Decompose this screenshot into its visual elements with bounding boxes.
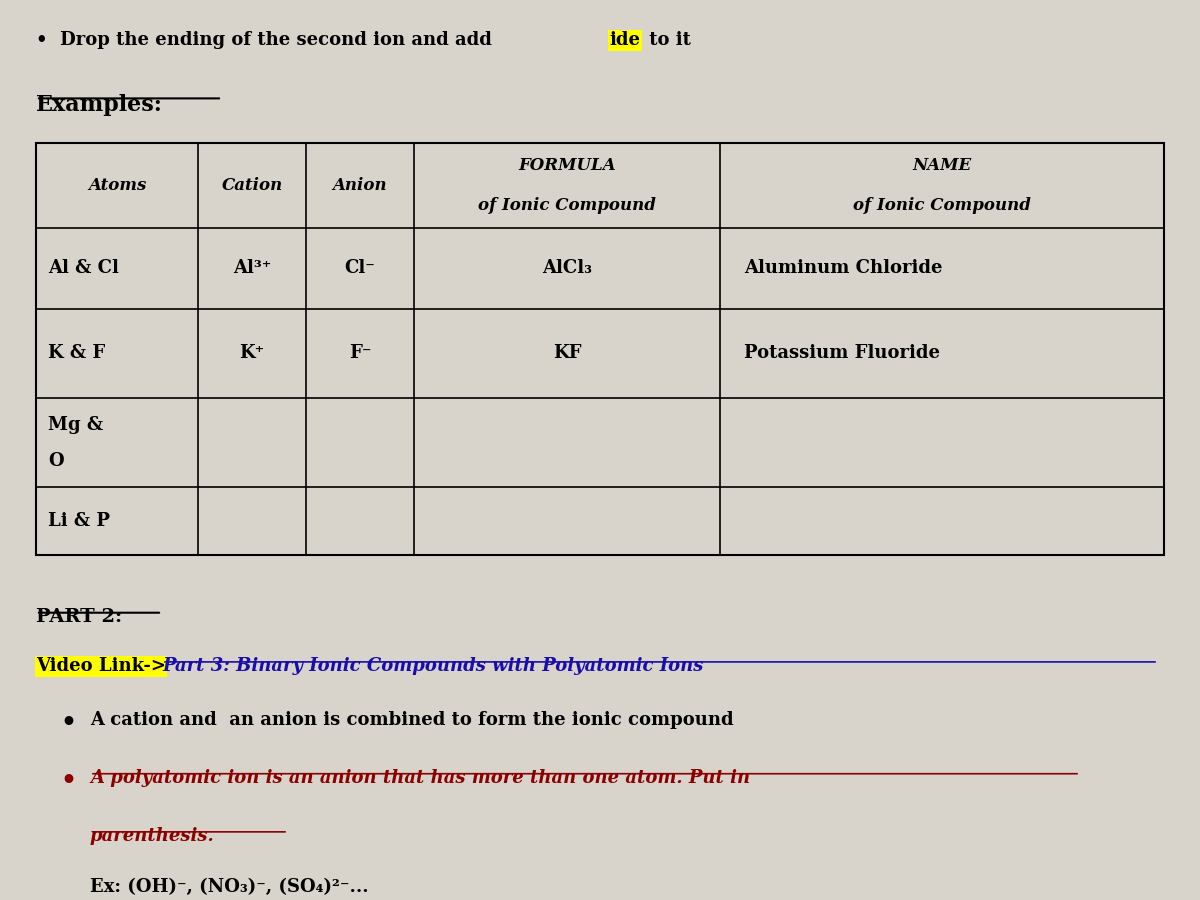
Text: K⁺: K⁺	[239, 345, 265, 363]
Text: Part 3: Binary Ionic Compounds with Polyatomic Ions: Part 3: Binary Ionic Compounds with Poly…	[162, 657, 703, 675]
Text: FORMULA: FORMULA	[518, 158, 616, 175]
Text: Atoms: Atoms	[88, 177, 146, 194]
Text: A cation and  an anion is combined to form the ionic compound: A cation and an anion is combined to for…	[90, 711, 733, 729]
Text: Aluminum Chloride: Aluminum Chloride	[744, 259, 942, 277]
Text: Video Link->: Video Link->	[36, 657, 166, 675]
Text: Al³⁺: Al³⁺	[233, 259, 271, 277]
Text: Ex: (OH)⁻, (NO₃)⁻, (SO₄)²⁻...: Ex: (OH)⁻, (NO₃)⁻, (SO₄)²⁻...	[90, 878, 368, 896]
Text: NAME: NAME	[912, 158, 972, 175]
Text: •  Drop the ending of the second ion and add: • Drop the ending of the second ion and …	[36, 32, 498, 50]
Text: of Ionic Compound: of Ionic Compound	[853, 197, 1031, 214]
Text: A polyatomic ion is an anion that has more than one atom. Put in: A polyatomic ion is an anion that has mo…	[90, 770, 750, 788]
Text: Al & Cl: Al & Cl	[48, 259, 119, 277]
Text: of Ionic Compound: of Ionic Compound	[478, 197, 656, 214]
Text: Cation: Cation	[221, 177, 283, 194]
Text: •: •	[60, 770, 76, 793]
Text: to it: to it	[643, 32, 691, 50]
Text: Potassium Fluoride: Potassium Fluoride	[744, 345, 940, 363]
Text: K & F: K & F	[48, 345, 106, 363]
Text: F⁻: F⁻	[349, 345, 371, 363]
Text: Li & P: Li & P	[48, 512, 110, 530]
Text: •: •	[60, 711, 76, 735]
Text: Cl⁻: Cl⁻	[344, 259, 376, 277]
Text: Examples:: Examples:	[36, 94, 163, 116]
Text: O: O	[48, 452, 64, 470]
Text: Anion: Anion	[332, 177, 388, 194]
Text: KF: KF	[553, 345, 581, 363]
Text: parenthesis.: parenthesis.	[90, 827, 215, 845]
Text: AlCl₃: AlCl₃	[542, 259, 592, 277]
Text: PART 2:: PART 2:	[36, 608, 122, 626]
Text: Mg &: Mg &	[48, 416, 103, 434]
Text: ide: ide	[610, 32, 641, 50]
